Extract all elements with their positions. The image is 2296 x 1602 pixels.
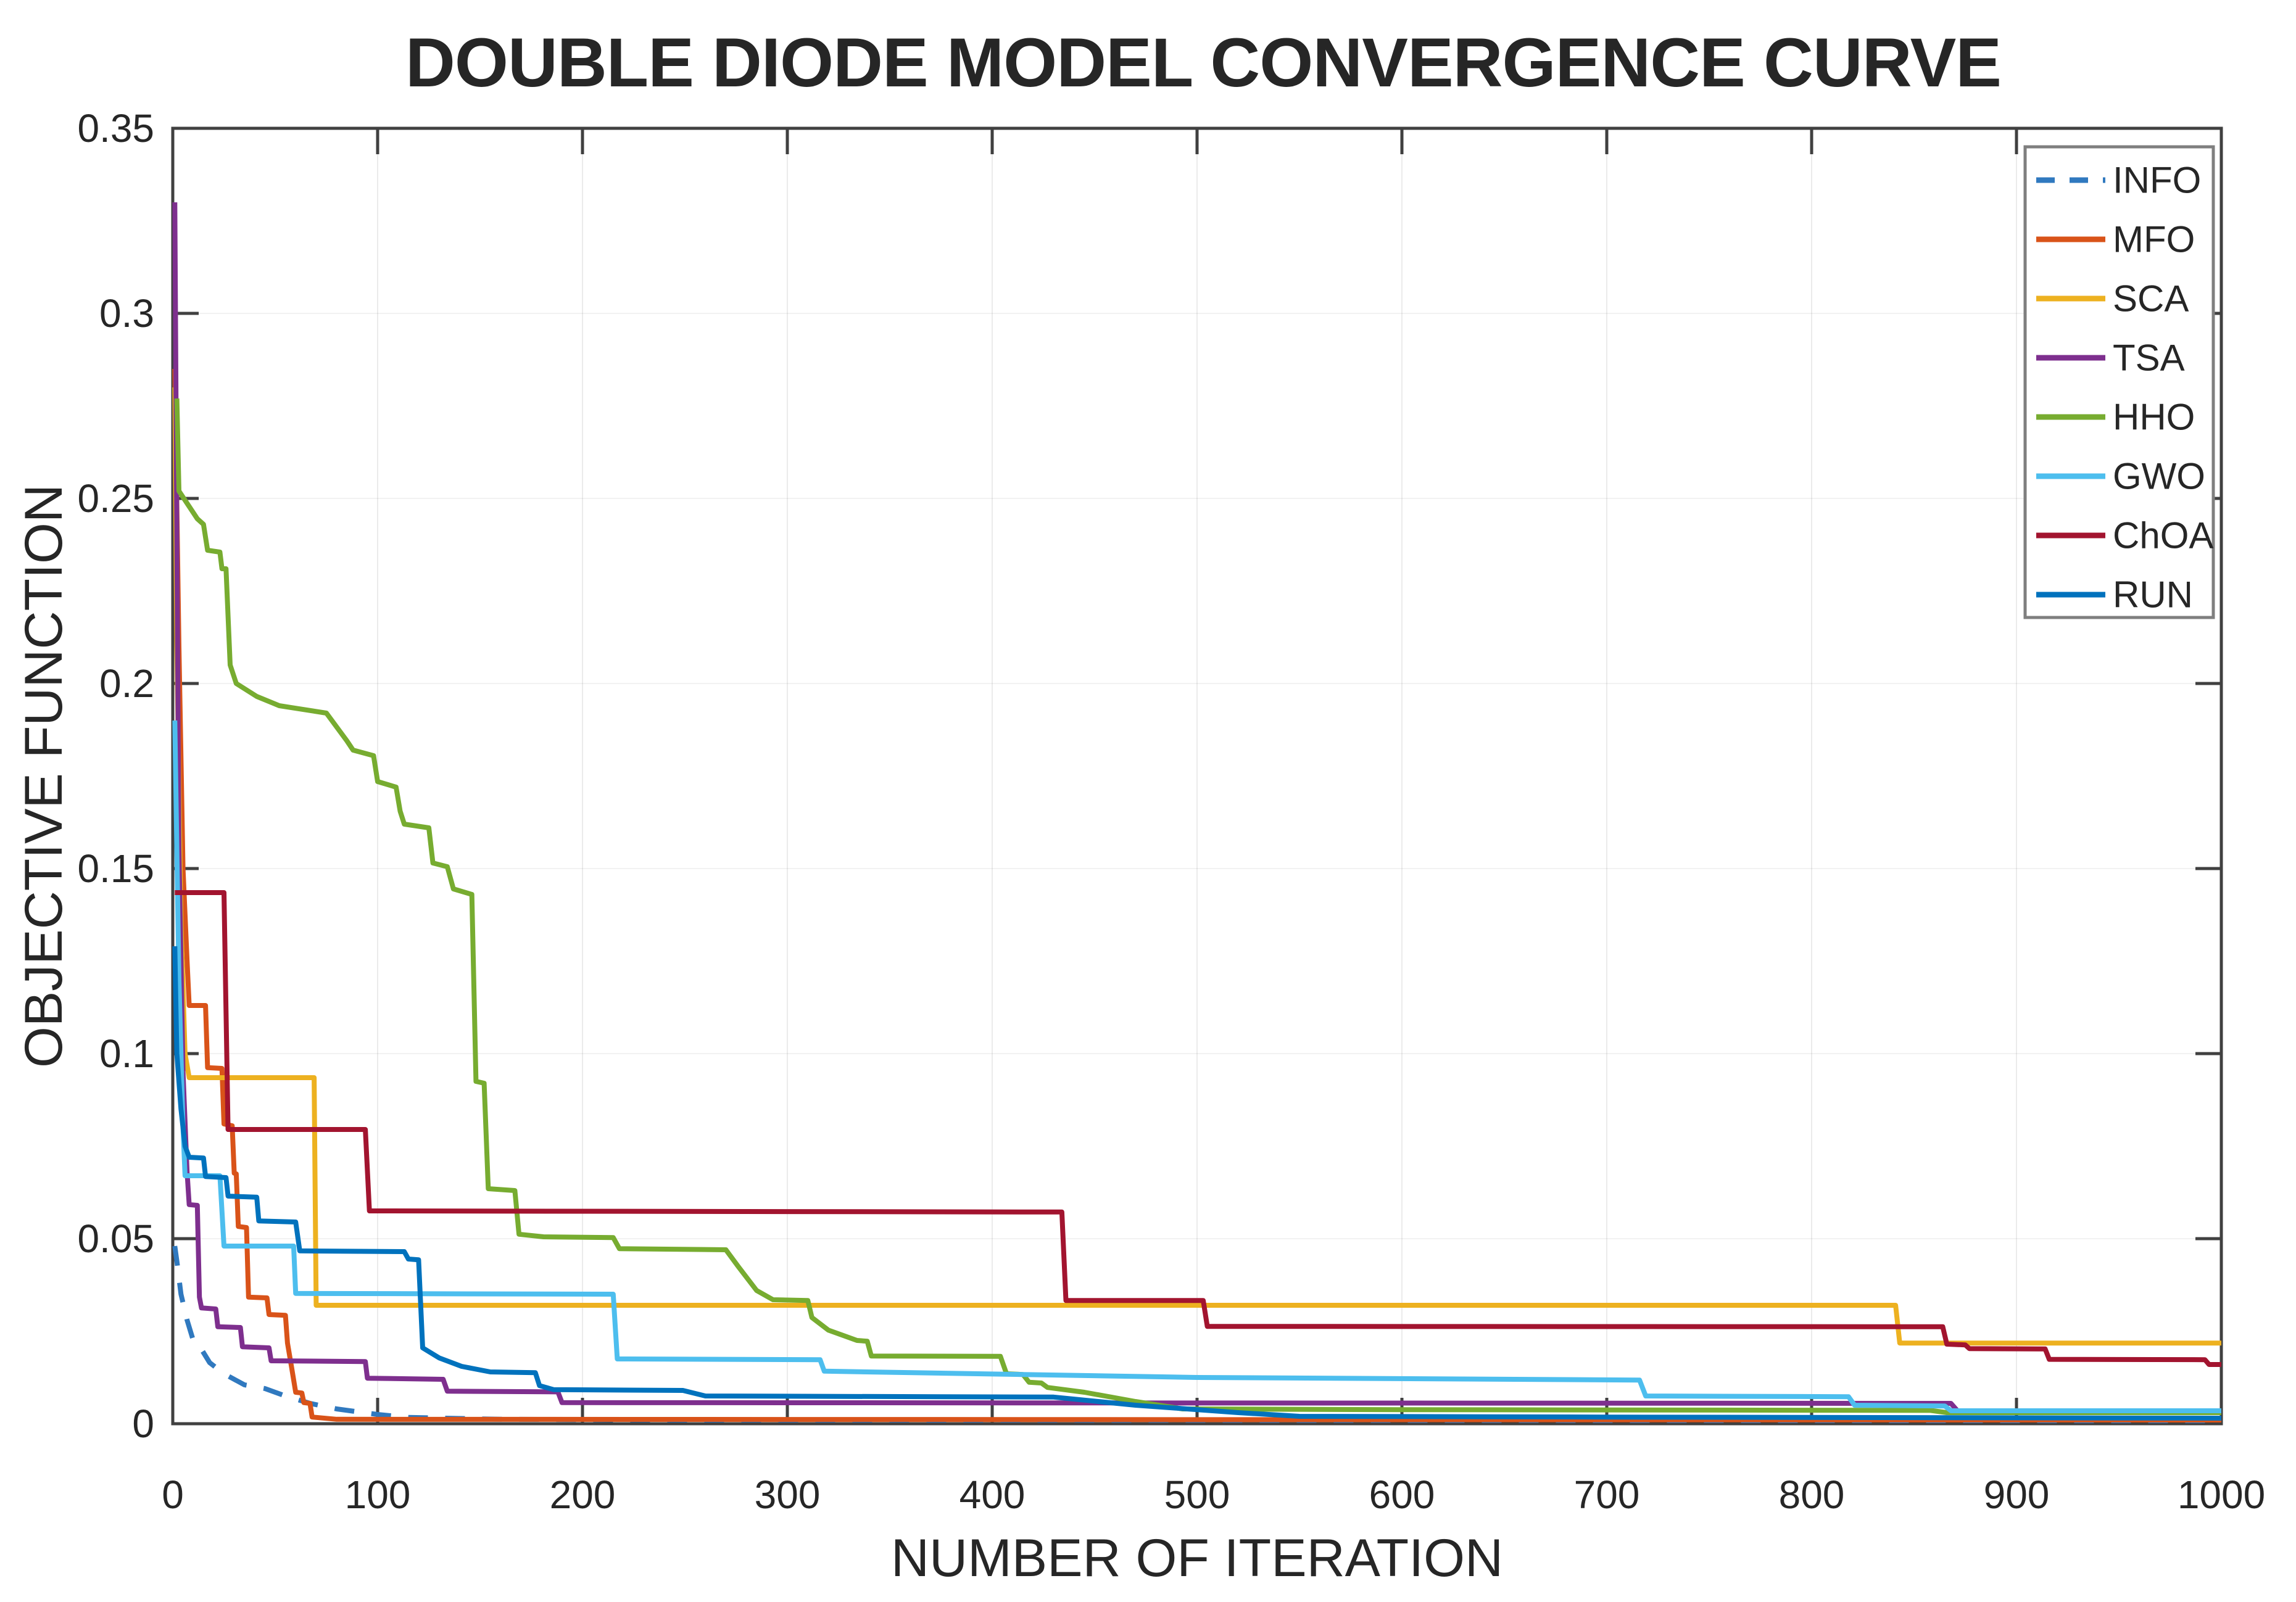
legend-item-sca: SCA [2036,278,2189,320]
y-tick-label: 0.25 [77,476,154,521]
x-tick-label: 100 [345,1472,411,1517]
series-line-info [172,1245,2222,1424]
legend-label-gwo: GWO [2113,456,2205,497]
x-tick-label: 300 [755,1472,821,1517]
x-tick-label: 500 [1164,1472,1230,1517]
series-line-run [172,946,2222,1421]
legend-item-gwo: GWO [2036,456,2205,497]
series-paths [172,202,2222,1424]
legend-item-info: INFO [2036,160,2201,201]
series-line-sca [172,387,2221,1346]
x-tick-label: 1000 [2178,1472,2265,1517]
y-tick-label: 0.05 [77,1216,154,1261]
y-tick-label: 0.35 [77,106,154,151]
legend-label-hho: HHO [2113,397,2195,438]
legend-label-mfo: MFO [2113,219,2195,260]
x-tick-label: 900 [1984,1472,2050,1517]
legend-label-choa: ChOA [2113,515,2213,556]
series-line-choa [175,890,2221,1367]
series-line-tsa [172,202,2221,1415]
legend-item-mfo: MFO [2036,219,2195,260]
legend-item-choa: ChOA [2036,515,2213,556]
y-tick-label: 0 [132,1402,154,1446]
x-tick-label: 800 [1779,1472,1845,1517]
legend-label-tsa: TSA [2113,337,2185,379]
legend: INFO MFO SCA TSA HHO GWO ChOA RUN [2023,145,2215,619]
y-axis-label: OBJECTIVE FUNCTION [14,484,73,1068]
x-tick-labels: 0 100 200 300 400 500 600 700 800 900 10… [162,1472,2265,1517]
y-tick-label: 0.3 [99,291,154,336]
x-tick-label: 200 [550,1472,616,1517]
series-line-hho [174,398,2221,1415]
y-tick-labels: 0 0.05 0.1 0.15 0.2 0.25 0.3 0.35 [77,106,154,1446]
y-tick-label: 0.2 [99,661,154,706]
x-tick-label: 400 [959,1472,1026,1517]
chart-title: DOUBLE DIODE MODEL CONVERGENCE CURVE [405,24,2001,101]
y-tick-label: 0.15 [77,846,154,891]
legend-box [2023,145,2215,619]
legend-label-sca: SCA [2113,278,2189,320]
y-tick-label: 0.1 [99,1031,154,1076]
x-tick-label: 0 [162,1472,184,1517]
series-line-mfo [172,368,2222,1422]
x-axis-label: NUMBER OF ITERATION [891,1529,1503,1588]
legend-item-run: RUN [2036,574,2193,616]
x-tick-label: 700 [1574,1472,1640,1517]
legend-item-hho: HHO [2036,397,2195,438]
legend-item-tsa: TSA [2036,337,2185,379]
x-tick-label: 600 [1369,1472,1435,1517]
grid [172,128,2222,1424]
legend-label-info: INFO [2113,160,2201,201]
legend-label-run: RUN [2113,574,2193,616]
